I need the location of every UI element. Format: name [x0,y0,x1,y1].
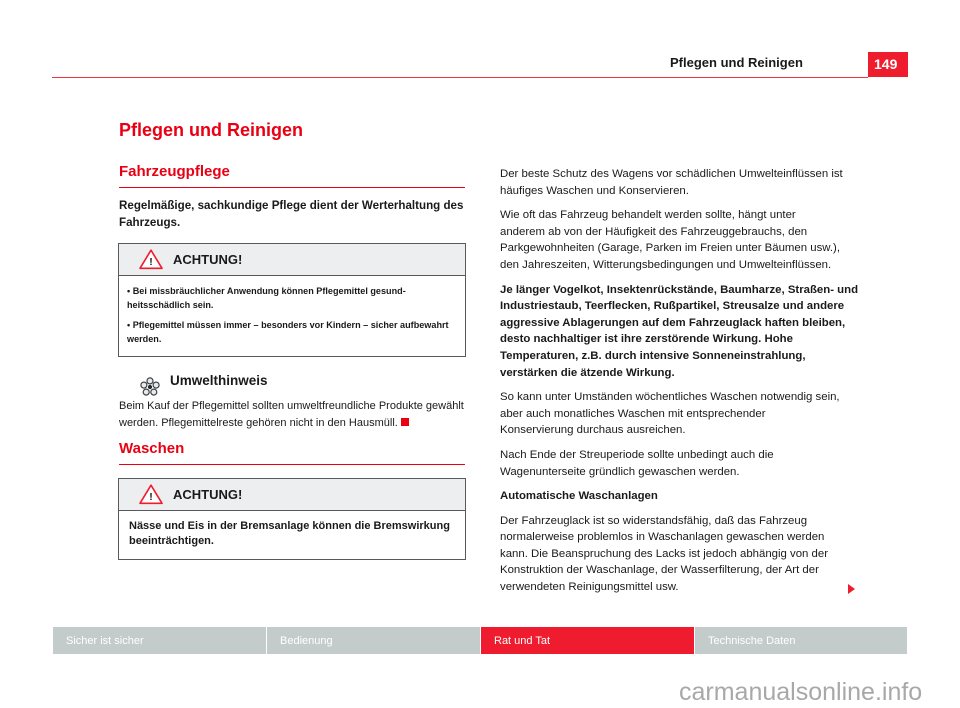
svg-text:!: ! [149,256,153,268]
svg-text:!: ! [149,491,153,503]
